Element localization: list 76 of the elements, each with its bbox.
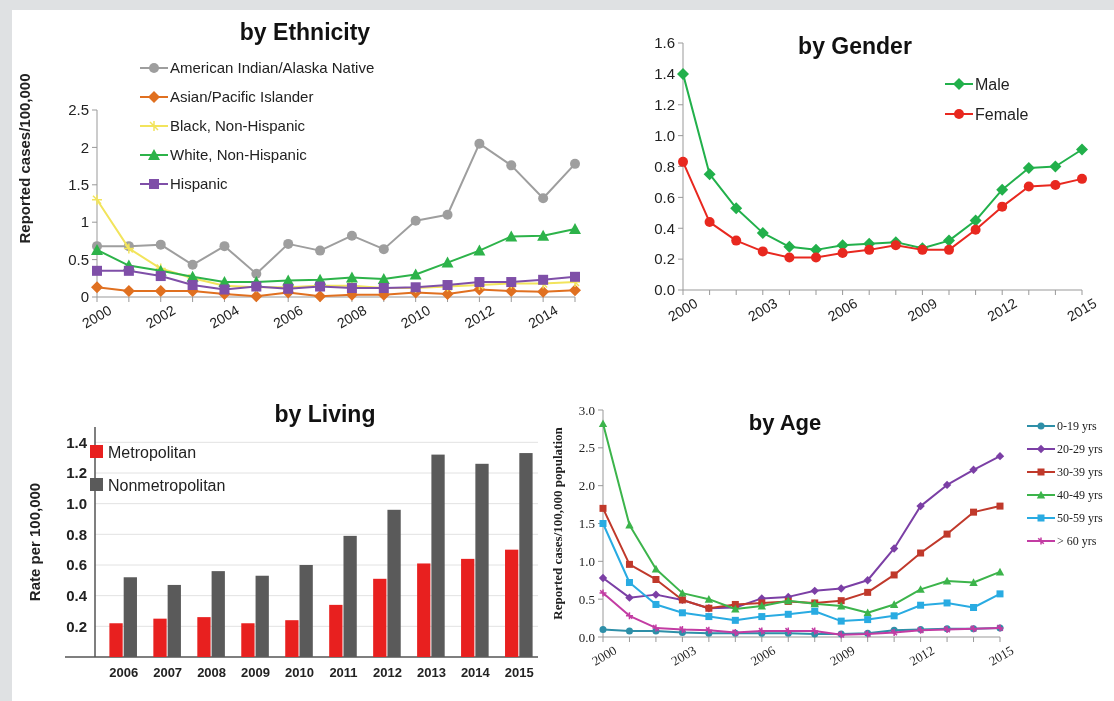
x-tick-label: 2003 xyxy=(668,642,699,669)
x-tick-label: 2015 xyxy=(504,665,534,680)
y-tick-label: 1 xyxy=(80,213,89,231)
legend-label: Female xyxy=(975,105,1029,123)
x-tick-label: 2006 xyxy=(109,665,139,680)
y-tick-label: 0.0 xyxy=(578,629,595,645)
y-tick-label: 0.2 xyxy=(66,617,87,635)
x-tick-label: 2015 xyxy=(986,642,1017,669)
legend-label: 40-49 yrs xyxy=(1057,488,1103,503)
legend-label: White, Non-Hispanic xyxy=(170,146,308,164)
chart-title: by Living xyxy=(274,401,376,427)
x-tick-label: 2006 xyxy=(270,301,306,332)
y-axis-title: Reported cases/100,000 xyxy=(16,73,33,244)
y-tick-label: 1.0 xyxy=(66,494,87,512)
y-tick-label: 1.2 xyxy=(654,96,675,113)
y-tick-label: 1.5 xyxy=(68,176,89,194)
legend-label: Nonmetropolitan xyxy=(108,476,226,494)
chart-title: by Age xyxy=(748,410,822,435)
chart-title: by Ethnicity xyxy=(239,19,371,45)
legend-label: 20-29 yrs xyxy=(1057,442,1103,457)
x-tick-label: 2014 xyxy=(460,665,491,680)
chart-title: by Gender xyxy=(798,33,912,59)
y-axis-title: Rate per 100,000 xyxy=(26,482,43,602)
x-tick-label: 2004 xyxy=(206,301,242,332)
x-tick-label: 2006 xyxy=(824,294,861,325)
y-tick-label: 0.8 xyxy=(654,157,675,175)
y-tick-label: 1.4 xyxy=(654,65,675,83)
y-tick-label: 1.0 xyxy=(578,553,595,569)
y-tick-label: 0.5 xyxy=(68,250,89,268)
y-tick-label: 2 xyxy=(80,138,89,156)
x-tick-label: 2006 xyxy=(747,642,779,669)
y-tick-label: 0.8 xyxy=(66,525,87,543)
y-tick-label: 2.0 xyxy=(578,478,595,494)
x-tick-label: 2012 xyxy=(461,301,497,332)
x-tick-label: 2003 xyxy=(745,294,781,325)
y-tick-label: 2.5 xyxy=(68,101,89,119)
x-tick-label: 2002 xyxy=(143,301,179,332)
x-tick-label: 2010 xyxy=(285,665,314,680)
y-tick-label: 1.2 xyxy=(66,464,87,482)
x-tick-label: 2012 xyxy=(906,642,937,669)
y-tick-label: 0.6 xyxy=(66,556,87,574)
legend-label: Male xyxy=(975,75,1010,93)
x-tick-label: 2008 xyxy=(334,301,370,332)
legend-label: 30-39 yrs xyxy=(1057,465,1103,480)
y-tick-label: 0.4 xyxy=(654,219,675,237)
x-tick-label: 2009 xyxy=(241,665,271,680)
x-tick-label: 2009 xyxy=(904,294,940,325)
x-tick-label: 2013 xyxy=(416,665,446,680)
y-tick-label: 1.5 xyxy=(578,516,595,532)
x-tick-label: 2011 xyxy=(329,665,358,680)
y-tick-label: 1.0 xyxy=(654,126,675,144)
x-tick-label: 2012 xyxy=(984,294,1020,325)
legend-label: 50-59 yrs xyxy=(1057,511,1103,526)
legend-label: Asian/Pacific Islander xyxy=(170,88,314,106)
x-tick-label: 2009 xyxy=(827,642,858,669)
legend-label: Metropolitan xyxy=(108,443,197,461)
y-tick-label: 0.4 xyxy=(66,586,88,604)
x-tick-label: 2000 xyxy=(589,642,620,669)
y-tick-label: 2.5 xyxy=(578,440,595,456)
y-tick-label: 1.4 xyxy=(66,433,88,451)
legend-label: Black, Non-Hispanic xyxy=(170,117,306,135)
y-tick-label: 1.6 xyxy=(654,34,675,52)
legend-label: > 60 yrs xyxy=(1057,534,1097,549)
legend-label: American Indian/Alaska Native xyxy=(170,59,375,77)
y-tick-label: 0.2 xyxy=(654,250,675,268)
x-tick-label: 2014 xyxy=(525,301,561,332)
legend-label: Hispanic xyxy=(170,175,229,193)
x-tick-label: 2008 xyxy=(197,665,227,680)
y-tick-label: 3.0 xyxy=(578,402,595,418)
y-tick-label: 0.5 xyxy=(578,591,595,607)
legend-label: 0-19 yrs xyxy=(1057,419,1097,434)
x-tick-label: 2010 xyxy=(398,301,434,332)
y-tick-label: 0.6 xyxy=(654,188,675,206)
x-tick-label: 2007 xyxy=(153,665,183,680)
x-tick-label: 2012 xyxy=(372,665,402,680)
y-axis-title: Reported cases/100,000 population xyxy=(550,426,565,620)
